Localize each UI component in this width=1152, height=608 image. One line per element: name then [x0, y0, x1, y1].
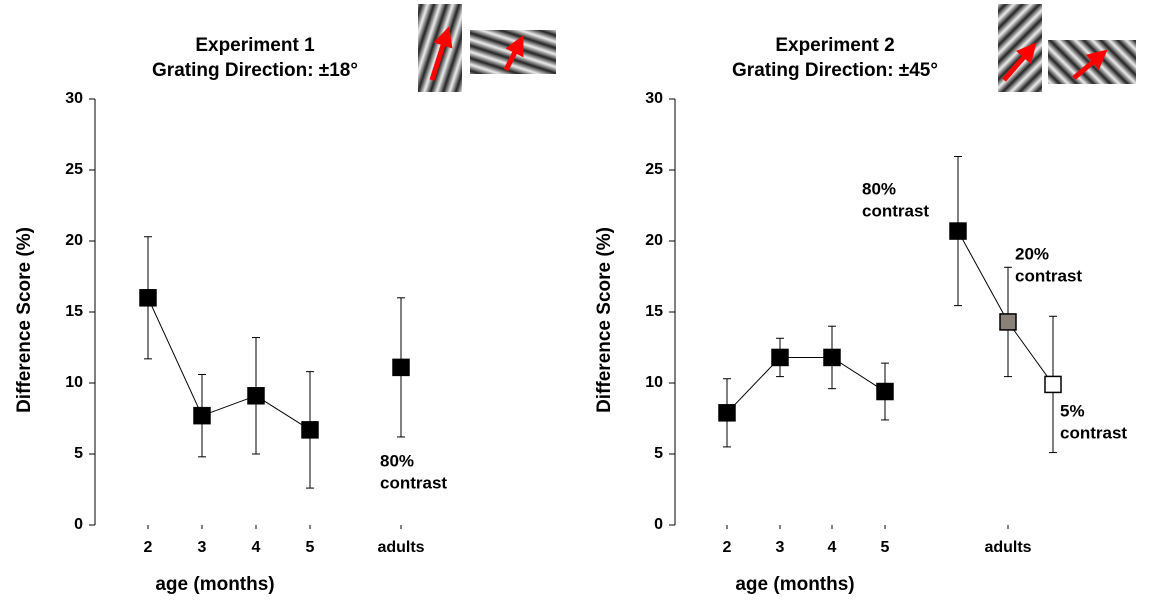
- y-tick-label: 30: [65, 90, 83, 107]
- annotation: 80%: [380, 451, 414, 470]
- marker: [247, 387, 265, 405]
- y-axis-label: Difference Score (%): [14, 227, 35, 413]
- x-tick-label: 2: [723, 539, 732, 556]
- annotation: contrast: [862, 201, 929, 220]
- marker: [949, 222, 967, 240]
- y-tick-label: 20: [645, 232, 663, 249]
- marker: [193, 406, 211, 425]
- chart-subtitle: Grating Direction: ±45°: [732, 60, 938, 81]
- x-tick-label: adults: [984, 539, 1031, 556]
- y-tick-label: 15: [645, 303, 663, 320]
- marker: [139, 289, 157, 307]
- marker: [999, 313, 1017, 331]
- data-line: [726, 356, 886, 414]
- y-tick-label: 0: [654, 516, 663, 533]
- marker: [876, 382, 894, 401]
- annotation: 80%: [862, 179, 896, 198]
- y-axis-label: Difference Score (%): [594, 227, 615, 413]
- x-tick-label: 5: [881, 539, 890, 556]
- y-tick-label: 30: [645, 90, 663, 107]
- y-tick-label: 25: [65, 161, 83, 178]
- chart-subtitle: Grating Direction: ±18°: [152, 60, 358, 81]
- annotation: 20%: [1015, 244, 1049, 263]
- y-tick-label: 0: [74, 516, 83, 533]
- data-line: [147, 297, 311, 431]
- marker: [718, 404, 736, 422]
- y-tick-label: 10: [645, 374, 663, 391]
- marker: [823, 348, 841, 367]
- x-tick-label: 5: [306, 539, 315, 556]
- x-axis-label: age (months): [735, 574, 854, 595]
- chart-title: Experiment 1: [195, 35, 315, 56]
- y-tick-label: 15: [65, 303, 83, 320]
- marker: [1044, 375, 1062, 394]
- y-tick-label: 20: [65, 232, 83, 249]
- annotation: contrast: [1015, 266, 1082, 285]
- marker: [771, 348, 789, 367]
- y-tick-label: 10: [65, 374, 83, 391]
- x-tick-label: adults: [377, 539, 424, 556]
- chart-title: Experiment 2: [775, 35, 894, 56]
- x-tick-label: 4: [252, 539, 261, 556]
- x-tick-label: 4: [828, 539, 837, 556]
- annotation: contrast: [1060, 423, 1127, 442]
- marker: [392, 358, 410, 377]
- y-tick-label: 5: [654, 445, 663, 462]
- y-tick-label: 25: [645, 161, 663, 178]
- x-axis-label: age (months): [155, 574, 274, 595]
- marker: [301, 421, 319, 439]
- x-tick-label: 3: [198, 539, 207, 556]
- y-tick-label: 5: [74, 445, 83, 462]
- stimulus-icons: [418, 4, 1136, 92]
- x-tick-label: 3: [776, 539, 785, 556]
- annotation: contrast: [380, 473, 447, 492]
- annotation: 5%: [1060, 401, 1085, 420]
- x-tick-label: 2: [144, 539, 153, 556]
